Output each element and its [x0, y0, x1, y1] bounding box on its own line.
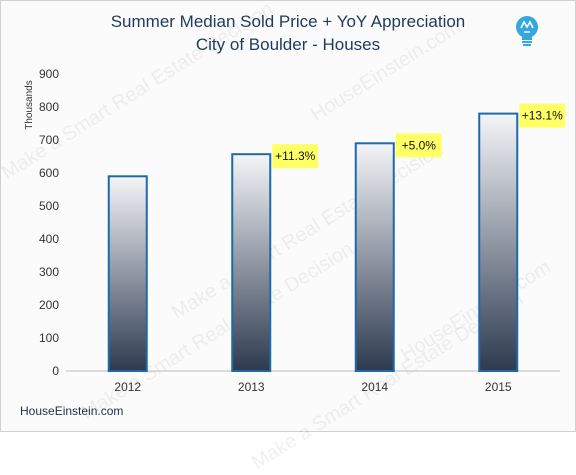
y-tick-label: 0 [52, 364, 59, 378]
bar [478, 112, 519, 372]
yoy-label-box [519, 103, 566, 128]
yoy-label: +5.0% [402, 138, 437, 152]
bar [354, 142, 395, 372]
x-tick-label: 2015 [485, 380, 512, 394]
x-tick-label: 2012 [114, 380, 141, 394]
lightbulb-icon [516, 16, 538, 46]
bar [231, 153, 272, 372]
yoy-label-box [272, 144, 319, 169]
y-axis-title: Thousands [24, 80, 35, 129]
y-tick-label: 600 [39, 166, 59, 180]
x-tick-label: 2013 [238, 380, 265, 394]
chart-title: Summer Median Sold Price + YoY Appreciat… [0, 10, 576, 56]
bar [107, 175, 148, 372]
yoy-label: +11.3% [275, 149, 315, 163]
y-tick-label: 300 [39, 265, 59, 279]
y-tick-label: 700 [39, 133, 59, 147]
y-tick-label: 800 [39, 100, 59, 114]
yoy-label: +13.1% [522, 109, 563, 123]
yoy-label-box [395, 133, 442, 158]
footer-site-name: HouseEinstein.com [20, 404, 124, 418]
yoy-labels: +11.3% +5.0% +13.1% [272, 103, 566, 169]
y-tick-label: 500 [39, 199, 59, 213]
y-tick-labels: 0 100 200 300 400 500 600 700 800 900 [39, 67, 59, 378]
bars [107, 112, 519, 372]
x-tick-label: 2014 [361, 380, 388, 394]
y-tick-label: 200 [39, 298, 59, 312]
chart-title-line2: City of Boulder - Houses [195, 35, 381, 54]
y-tick-label: 100 [39, 331, 59, 345]
y-tick-label: 900 [39, 67, 59, 81]
y-tick-label: 400 [39, 232, 59, 246]
x-tick-labels: 2012 2013 2014 2015 [114, 380, 512, 394]
chart-title-line1: Summer Median Sold Price + YoY Appreciat… [110, 12, 466, 31]
bar-chart: Thousands 0 100 200 300 400 500 600 700 800 900 2… [24, 67, 566, 394]
